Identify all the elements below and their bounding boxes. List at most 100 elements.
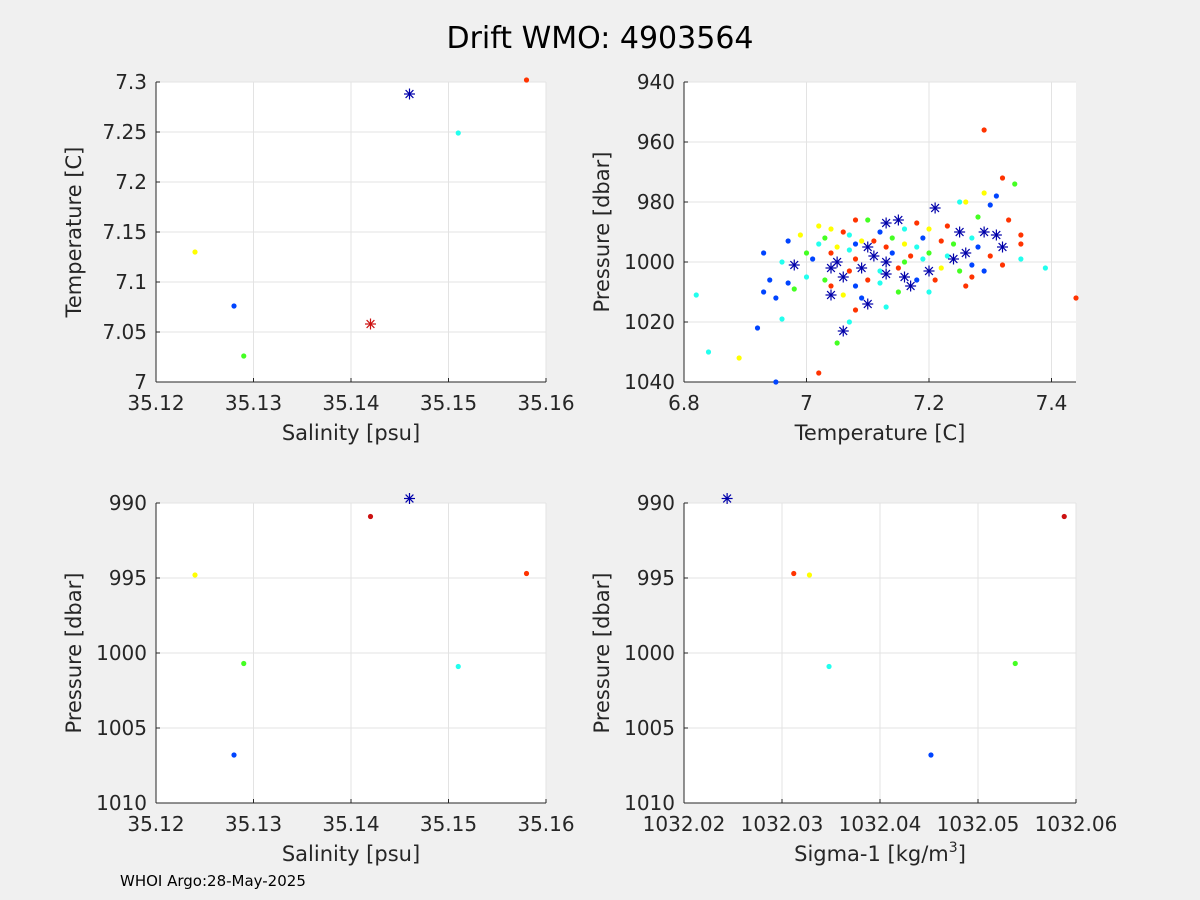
data-point	[455, 663, 461, 670]
x-tick-label: 6.8	[668, 391, 700, 415]
data-point-star	[923, 265, 935, 277]
y-tick-label: 980	[637, 190, 675, 214]
data-point	[901, 259, 908, 265]
y-tick-label: 990	[637, 491, 675, 515]
data-point	[241, 353, 247, 359]
footer-caption: WHOI Argo:28-May-2025	[120, 872, 306, 890]
y-tick-label: 1000	[624, 250, 675, 274]
data-point	[810, 256, 816, 262]
y-axis-label: Pressure [dbar]	[590, 152, 614, 313]
chart-dp: 1032.02 1032.03 1032.04 1032.05 1032.06 990 99…	[590, 491, 1117, 866]
data-point-star	[837, 271, 849, 283]
data-point	[761, 250, 767, 256]
data-point	[241, 660, 247, 667]
data-point	[969, 262, 975, 268]
x-tick-label: 1032.05	[937, 812, 1020, 836]
x-tick-label: 1032.02	[643, 812, 726, 836]
data-point	[828, 250, 834, 256]
chart-sp: 35.12 35.13 35.14 35.15 35.16 990 995 1000 1005 1…	[62, 491, 575, 866]
data-point-star	[721, 493, 733, 504]
data-point	[816, 241, 822, 247]
data-point	[523, 570, 530, 577]
x-tick-label: 35.12	[127, 391, 184, 415]
data-point	[828, 226, 834, 232]
y-tick-label: 7.15	[102, 220, 147, 244]
data-point	[981, 268, 987, 274]
data-point	[705, 349, 712, 355]
data-point	[865, 277, 871, 283]
data-point	[999, 175, 1006, 181]
data-point	[822, 235, 828, 241]
data-point	[785, 238, 791, 244]
data-point	[1012, 181, 1018, 187]
data-point	[834, 244, 840, 250]
y-tick-label: 1000	[624, 641, 675, 665]
data-point	[773, 295, 779, 301]
x-tick-label: 35.15	[420, 812, 477, 836]
data-point	[993, 193, 999, 199]
data-point	[791, 570, 797, 577]
data-point	[975, 214, 981, 220]
data-point	[1018, 232, 1024, 238]
data-point	[852, 241, 859, 247]
data-point	[761, 289, 767, 295]
y-tick-label: 960	[637, 130, 675, 154]
data-point	[901, 241, 908, 247]
data-point	[889, 250, 895, 256]
data-point	[957, 268, 963, 274]
data-point	[981, 190, 987, 196]
data-point	[779, 259, 785, 265]
y-tick-label: 1010	[624, 791, 675, 815]
data-point	[826, 663, 832, 670]
data-point	[852, 256, 859, 262]
data-point	[852, 217, 859, 223]
data-point-star	[880, 268, 892, 280]
y-tick-label: 1005	[624, 716, 675, 740]
data-point	[754, 325, 761, 331]
y-tick-label: 7.25	[102, 120, 147, 144]
y-tick-label: 940	[637, 70, 675, 94]
y-tick-label: 7.2	[115, 170, 147, 194]
data-point	[231, 752, 237, 758]
x-tick-label: 7.2	[913, 391, 945, 415]
data-point-star	[404, 493, 415, 504]
data-point	[999, 262, 1006, 268]
y-axis-label: Pressure [dbar]	[62, 573, 86, 734]
x-tick-label: 35.14	[322, 391, 379, 415]
data-point	[785, 280, 791, 286]
x-tick-label: 7	[800, 391, 813, 415]
data-point	[846, 319, 852, 325]
data-point-star	[404, 88, 415, 100]
data-point	[693, 292, 699, 298]
data-point	[797, 232, 803, 238]
data-point	[367, 513, 374, 520]
data-point-star	[929, 202, 941, 214]
x-tick-label: 7.4	[1036, 391, 1068, 415]
data-point	[926, 250, 932, 256]
data-point-star	[862, 241, 874, 253]
data-point	[914, 220, 920, 226]
data-point	[908, 253, 914, 259]
data-point	[859, 295, 865, 301]
x-axis-label: Sigma-1 [kg/m3]	[794, 840, 966, 866]
data-point	[981, 127, 987, 133]
data-point	[944, 223, 950, 229]
data-point	[914, 277, 920, 283]
data-point	[926, 289, 932, 295]
x-tick-label: 35.12	[127, 812, 184, 836]
data-point	[926, 226, 932, 232]
x-tick-label: 35.16	[517, 812, 574, 836]
data-point	[928, 752, 934, 758]
data-point	[803, 250, 810, 256]
x-tick-label: 35.13	[225, 812, 282, 836]
y-tick-label: 7	[134, 370, 147, 394]
y-tick-label: 995	[637, 566, 675, 590]
data-point	[938, 265, 944, 271]
data-point	[852, 283, 859, 289]
data-point	[846, 232, 852, 238]
data-point	[192, 249, 198, 255]
y-axis-label: Temperature [C]	[62, 147, 86, 319]
data-point	[822, 277, 828, 283]
chart-tp: 6.8 7 7.2 7.4 940 960 980 1000 1020 1040 Temperatu…	[590, 70, 1079, 445]
data-point	[920, 256, 926, 262]
